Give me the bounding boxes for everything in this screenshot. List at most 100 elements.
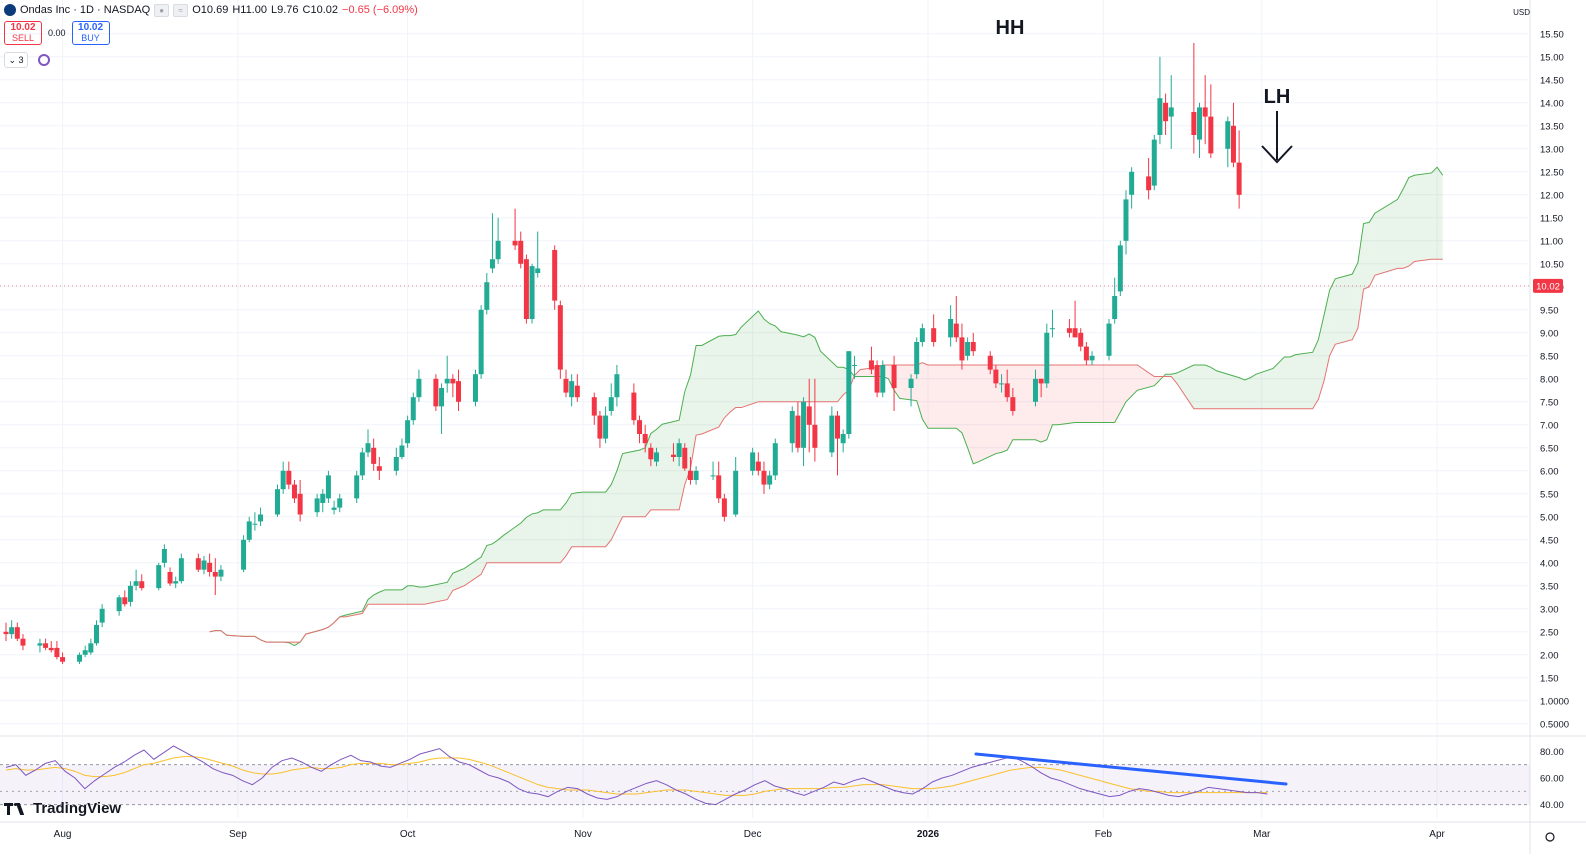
candle-body bbox=[914, 342, 920, 375]
candle-body bbox=[359, 452, 365, 476]
candle bbox=[574, 374, 580, 402]
spread-value: 0.00 bbox=[48, 28, 66, 38]
candle bbox=[959, 323, 965, 370]
candle bbox=[965, 337, 971, 361]
candle bbox=[512, 208, 518, 250]
brand-name: TradingView bbox=[33, 800, 122, 817]
candle bbox=[1208, 84, 1214, 158]
candle-body bbox=[365, 443, 371, 453]
sell-button[interactable]: 10.02 SELL bbox=[4, 21, 42, 45]
candle bbox=[246, 516, 252, 543]
eye-toggle-icon[interactable]: ● bbox=[154, 3, 170, 17]
candle-body bbox=[999, 383, 1005, 385]
candle bbox=[291, 480, 297, 503]
candle bbox=[416, 369, 422, 402]
cloud-segment bbox=[1431, 167, 1438, 260]
candle-body bbox=[755, 461, 761, 471]
candle bbox=[835, 411, 841, 476]
candle bbox=[812, 378, 818, 462]
cloud-segment bbox=[809, 333, 815, 402]
ondas-logo-icon bbox=[4, 4, 16, 16]
refresh-icon[interactable] bbox=[38, 54, 50, 66]
candle bbox=[405, 415, 411, 448]
candle bbox=[868, 346, 874, 375]
candle-body bbox=[54, 647, 60, 658]
cloud-segment bbox=[1097, 365, 1115, 423]
cloud-segment bbox=[690, 345, 697, 469]
symbol-legend: Ondas Inc · 1D · NASDAQ ● ≈ O10.69 H11.0… bbox=[4, 2, 418, 18]
cloud-segment bbox=[622, 450, 640, 517]
price-tick-label: 0.5000 bbox=[1540, 719, 1569, 730]
candle-body bbox=[676, 443, 682, 457]
candle-body bbox=[840, 434, 846, 444]
candle bbox=[1168, 75, 1174, 149]
candle bbox=[874, 360, 880, 398]
candle-body bbox=[1157, 98, 1163, 135]
candle bbox=[444, 355, 450, 393]
candle-body bbox=[1072, 328, 1078, 338]
candles[interactable] bbox=[0, 43, 1530, 664]
cloud-segment bbox=[1256, 368, 1274, 409]
candle-body bbox=[399, 445, 405, 457]
candle-body bbox=[721, 498, 727, 517]
symbol-title[interactable]: Ondas Inc · 1D · NASDAQ bbox=[20, 4, 151, 16]
price-tick-label: 8.00 bbox=[1540, 374, 1559, 385]
cloud-segment bbox=[1137, 365, 1155, 391]
candle bbox=[637, 415, 643, 444]
settings-gear-icon[interactable] bbox=[1545, 832, 1555, 842]
candle-body bbox=[241, 539, 247, 570]
candle-body bbox=[614, 374, 620, 398]
cloud-segment bbox=[1114, 365, 1121, 423]
price-tick-label: 3.50 bbox=[1540, 581, 1559, 592]
candle bbox=[591, 392, 597, 425]
price-axis[interactable]: 15.50 15.00 14.50 14.00 13.50 13.00 12.50 12.00… bbox=[1533, 29, 1569, 730]
tradingview-logo[interactable]: TradingView bbox=[4, 800, 121, 817]
candle bbox=[337, 493, 343, 513]
candle bbox=[557, 300, 563, 379]
candle bbox=[891, 355, 897, 411]
candle bbox=[919, 323, 925, 347]
candle bbox=[631, 383, 637, 425]
candle bbox=[207, 553, 213, 577]
currency-label[interactable]: USD bbox=[1513, 8, 1530, 17]
cloud-segment bbox=[1086, 365, 1098, 423]
candle-body bbox=[987, 355, 993, 370]
price-tick-label: 5.00 bbox=[1540, 512, 1559, 523]
candle-body bbox=[569, 381, 575, 398]
candle bbox=[399, 438, 405, 460]
indicators-collapse-button[interactable]: ⌄ 3 bbox=[4, 52, 28, 68]
buy-button[interactable]: 10.02 BUY bbox=[71, 21, 110, 45]
candle-body bbox=[405, 420, 411, 444]
candle bbox=[676, 438, 682, 467]
cloud-segment bbox=[701, 336, 719, 434]
cloud-segment bbox=[582, 492, 600, 547]
rsi-pane[interactable]: 80.00 60.00 40.00 bbox=[0, 745, 1564, 811]
cloud-segment bbox=[532, 512, 538, 563]
candle-body bbox=[484, 282, 490, 310]
candle-body bbox=[835, 415, 841, 439]
candle-body bbox=[1004, 383, 1010, 398]
candle-body bbox=[557, 305, 563, 370]
candle bbox=[489, 213, 495, 273]
candle bbox=[801, 397, 807, 467]
candle bbox=[597, 411, 603, 448]
time-axis[interactable]: Aug Sep Oct Nov Dec 2026 Feb Mar Apr bbox=[54, 829, 1555, 842]
candle-body bbox=[286, 470, 292, 485]
candle-body bbox=[993, 369, 999, 384]
cloud-segment bbox=[1374, 199, 1398, 276]
settings-icon[interactable]: ≈ bbox=[173, 3, 189, 17]
candle-body bbox=[371, 447, 377, 464]
candle-body bbox=[1230, 125, 1236, 163]
annotations: HH LH bbox=[996, 17, 1293, 164]
candle bbox=[325, 470, 331, 503]
candle bbox=[241, 535, 247, 572]
candle-body bbox=[1123, 199, 1129, 241]
cloud-segment bbox=[418, 586, 425, 605]
candle-body bbox=[648, 447, 654, 460]
cloud-segment bbox=[1176, 365, 1194, 409]
candle bbox=[750, 447, 756, 476]
candle bbox=[20, 634, 26, 651]
cloud-segment bbox=[1154, 376, 1160, 386]
